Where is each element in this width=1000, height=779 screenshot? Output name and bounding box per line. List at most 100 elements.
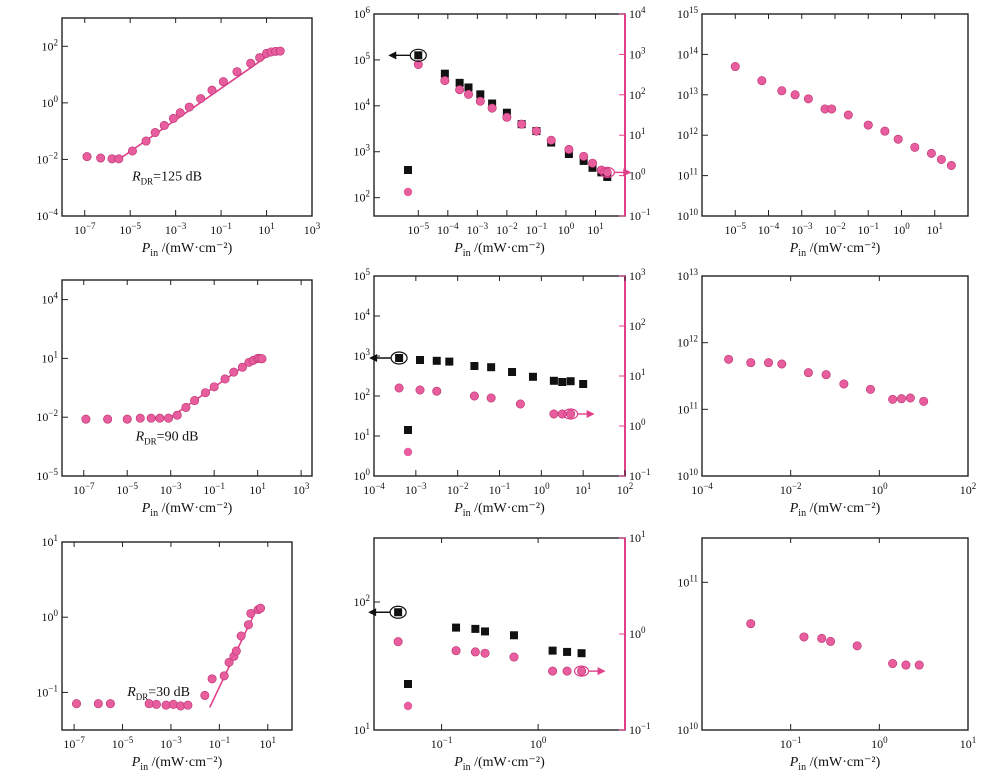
panel-e-r-point	[486, 393, 496, 403]
panel-f-xtick-label-text: 100	[871, 481, 888, 497]
panel-b-r-point	[487, 103, 497, 113]
panel-i-ytick-label-text: 1011	[677, 573, 698, 589]
panel-e-ytick-label: 105	[354, 267, 371, 283]
panel-a-point	[275, 46, 285, 56]
panel-f-point	[803, 368, 813, 378]
panel-e-r-point	[394, 383, 404, 393]
panel-c-point	[946, 161, 956, 171]
panel-h-eqe-point	[394, 608, 403, 617]
panel-e-r-point	[415, 385, 425, 395]
panel-g-point	[168, 699, 178, 709]
panel-e-xtick-label: 10−1	[489, 481, 511, 497]
panel-e-ytick-label-text: 100	[354, 467, 371, 483]
panel-a-point	[141, 136, 151, 146]
panel-c-ytick-label: 1011	[677, 167, 698, 183]
panel-g-point	[72, 699, 82, 709]
panel-c-point	[777, 86, 787, 96]
panel-h-y2tick-label: 100	[629, 625, 646, 641]
panel-e-y2tick-label-text: 103	[629, 267, 646, 283]
panel-f-ytick-label-text: 1013	[677, 267, 699, 283]
panel-f-xtick-label: 100	[871, 481, 888, 497]
panel-e-xtick-label-text: 10−1	[489, 481, 511, 497]
panel-b-xtick-label-text: 10−2	[496, 221, 518, 237]
panel-d-frame	[61, 279, 313, 477]
panel-a-ytick-label: 10−4	[36, 207, 58, 223]
panel-e-y2tick-label: 101	[629, 367, 646, 383]
panel-d-point	[181, 402, 191, 412]
panel-a-point	[207, 85, 217, 95]
panel-c-xtick-label: 10−1	[857, 221, 879, 237]
panel-h-ytick-label-text: 101	[354, 721, 371, 737]
panel-g-ytick-label: 101	[42, 533, 59, 549]
panel-c-xtick-label-text: 10−1	[857, 221, 879, 237]
panel-g-point	[256, 603, 266, 613]
panel-b-xtick-label: 101	[587, 221, 604, 237]
panel-g-point	[243, 620, 253, 630]
panel-g-point	[224, 657, 234, 667]
panel-e-ytick-label-text: 102	[354, 387, 371, 403]
panel-f-xtick-label-text: 10−2	[780, 481, 802, 497]
panel-e-y2tick-label: 102	[629, 317, 646, 333]
panel-f-ytick-label: 1011	[677, 400, 698, 416]
panel-b-y2tick-label-text: 102	[629, 86, 646, 102]
panel-b-y2tick-label-text: 10−1	[629, 207, 651, 223]
panel-d-xtick-label: 10−7	[73, 481, 95, 497]
panel-h-eqe-point	[509, 631, 518, 640]
panel-b-eqe-point	[564, 150, 573, 159]
panel-c-xlabel: Pin /(mW·cm⁻²)	[789, 241, 881, 259]
panel-a-ytick-label: 10−2	[36, 150, 58, 166]
panel-b-r-point	[475, 96, 485, 106]
panel-b-xtick-label: 10−5	[408, 221, 430, 237]
panel-a-ytick-label: 100	[42, 94, 59, 110]
panel-a-xtick-label-text: 10−7	[74, 221, 96, 237]
panel-h-eqe-point	[548, 646, 557, 655]
panel-c-point	[803, 94, 813, 104]
panel-b-eqe-point	[588, 163, 597, 172]
panel-i-xtick-label-text: 101	[960, 735, 977, 751]
panel-i-ytick-label: 1011	[677, 573, 698, 589]
panel-d-xtick-label-text: 10−5	[116, 481, 138, 497]
panel-i-point	[817, 633, 827, 643]
panel-g-xtick-label: 10−5	[112, 735, 134, 751]
panel-g-xtick-label: 10−1	[209, 735, 231, 751]
panel-g-point	[246, 608, 256, 618]
panel-g-xtick-label: 101	[260, 735, 277, 751]
panel-g-ytick-label-text: 100	[42, 608, 59, 624]
panel-b-eqe-point	[464, 83, 473, 92]
panel-b-xtick-label: 10−1	[526, 221, 548, 237]
panel-c-xtick-label-text: 10−2	[824, 221, 846, 237]
panel-h-xtick-label: 100	[530, 735, 547, 751]
panel-b-ytick-label: 106	[354, 5, 371, 21]
panel-b-xtick-label-text: 101	[587, 221, 604, 237]
panel-d-xtick-label-text: 10−3	[160, 481, 182, 497]
panel-e-xtick-label: 10−2	[447, 481, 469, 497]
panel-c: Pin /(mW·cm⁻²)	[701, 13, 969, 259]
panel-c-xtick-label-text: 101	[927, 221, 944, 237]
panel-c-xtick-label: 10−3	[791, 221, 813, 237]
panel-d-point	[190, 396, 200, 406]
panel-d-point	[135, 413, 145, 423]
panel-a-point	[246, 58, 256, 68]
panel-i-xtick-label-text: 10−1	[780, 735, 802, 751]
panel-g-xtick-label: 10−3	[160, 735, 182, 751]
panel-e-xlabel: Pin /(mW·cm⁻²)	[453, 501, 545, 519]
panel-d-xtick-label-text: 101	[249, 481, 266, 497]
panel-f-point	[746, 358, 756, 368]
panel-i-point	[826, 636, 836, 646]
panel-h-r-point	[509, 652, 519, 662]
panel-e-y2tick-label: 103	[629, 267, 646, 283]
panel-e-eqe-point	[508, 368, 517, 376]
panel-c-ytick-label-text: 1010	[677, 207, 699, 223]
panel-a-point	[127, 146, 137, 156]
panel-h-left-arrow-icon	[368, 608, 377, 617]
panel-b-xtick-label-text: 10−4	[437, 221, 459, 237]
panel-e-eqe-point	[558, 378, 567, 386]
panel-e-xtick-label-text: 101	[575, 481, 592, 497]
panel-d-point	[146, 413, 156, 423]
panel-g-point	[236, 631, 246, 641]
panel-e-y2tick-label: 10−1	[629, 467, 651, 483]
panel-f-point	[763, 358, 773, 368]
panel-a-point	[159, 120, 169, 130]
panel-e-eqe-point	[416, 356, 425, 364]
panel-e-xtick-label-text: 10−4	[363, 481, 385, 497]
